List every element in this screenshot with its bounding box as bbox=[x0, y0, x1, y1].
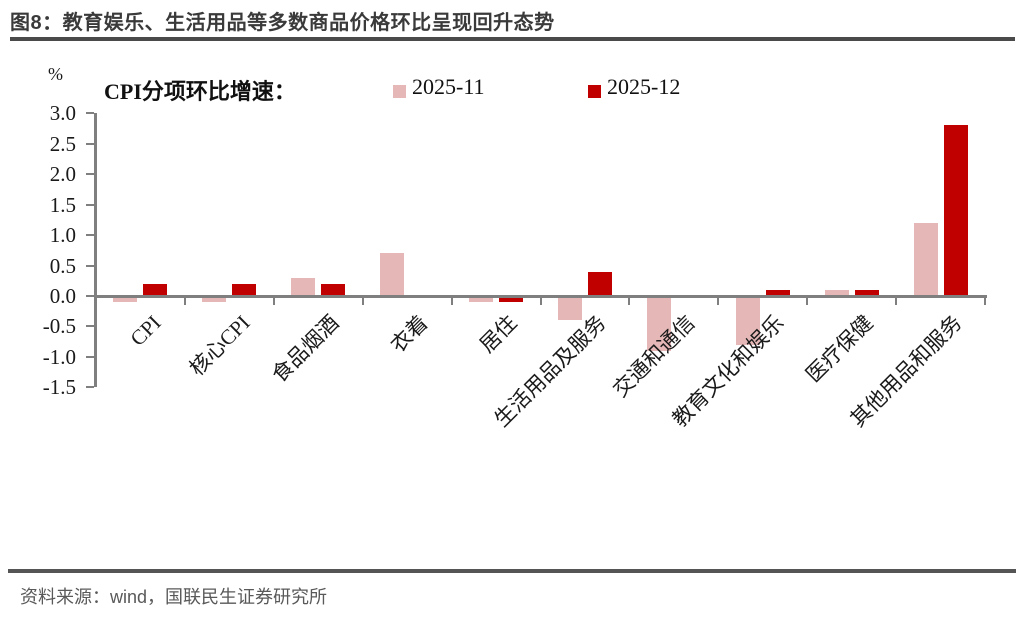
y-axis-tick bbox=[86, 234, 94, 237]
bar-2025-11-衣着 bbox=[380, 253, 405, 296]
x-axis-tick bbox=[183, 296, 186, 305]
bar-2025-12-教育文化和娱乐 bbox=[765, 289, 790, 296]
y-axis-tick-label: 0.0 bbox=[49, 284, 76, 308]
x-axis-tick bbox=[272, 296, 275, 305]
y-axis-tick bbox=[86, 142, 94, 145]
bar-2025-12-核心CPI bbox=[232, 283, 257, 296]
y-axis-tick-label: 0.5 bbox=[49, 253, 76, 278]
y-axis-tick bbox=[86, 203, 94, 206]
bar-2025-12-CPI bbox=[143, 283, 168, 296]
y-axis-tick-label: 1.5 bbox=[49, 192, 76, 217]
figure-title: 图8：教育娱乐、生活用品等多数商品价格环比呈现回升态势 bbox=[10, 12, 555, 34]
legend-swatch-2025-12 bbox=[588, 85, 601, 98]
y-axis-tick-label: -0.5 bbox=[42, 314, 76, 339]
bar-2025-11-教育文化和娱乐 bbox=[735, 296, 760, 345]
bar-2025-11-医疗保健 bbox=[824, 289, 849, 296]
bar-2025-12-医疗保健 bbox=[854, 289, 879, 296]
source-attribution: 资料来源：wind，国联民生证券研究所 bbox=[20, 587, 328, 607]
x-axis-tick bbox=[628, 296, 631, 305]
x-axis-label: 交通和通信 bbox=[608, 310, 700, 402]
bar-2025-11-其他用品和服务 bbox=[913, 222, 938, 296]
legend-swatch-2025-11 bbox=[393, 85, 406, 98]
y-axis-tick-label: 1.0 bbox=[49, 223, 76, 248]
y-axis-tick bbox=[86, 173, 94, 176]
x-axis-label: 食品烟酒 bbox=[267, 310, 344, 387]
y-axis-tick-label: 2.5 bbox=[49, 131, 76, 156]
y-axis-tick bbox=[86, 325, 94, 328]
y-axis-unit-label: % bbox=[48, 64, 63, 84]
x-axis-tick bbox=[95, 296, 97, 305]
y-axis-tick-label: 3.0 bbox=[49, 101, 76, 126]
x-axis-tick bbox=[361, 296, 364, 305]
y-axis-tick-label: -1.5 bbox=[42, 375, 76, 400]
legend-label-2025-11: 2025-11 bbox=[412, 74, 485, 99]
y-axis-tick bbox=[86, 112, 94, 115]
chart-legend-title: CPI分项环比增速： bbox=[104, 79, 296, 104]
y-axis-tick bbox=[86, 355, 94, 358]
y-axis-tick bbox=[86, 264, 94, 267]
x-axis-tick bbox=[717, 296, 720, 305]
y-axis-tick bbox=[86, 386, 94, 389]
bar-2025-12-食品烟酒 bbox=[321, 283, 346, 296]
x-axis-tick bbox=[450, 296, 453, 305]
bar-2025-11-CPI bbox=[113, 296, 138, 303]
bar-2025-11-食品烟酒 bbox=[291, 277, 316, 296]
x-axis-tick bbox=[806, 296, 809, 305]
y-axis-tick bbox=[86, 295, 94, 297]
x-axis-tick bbox=[539, 296, 542, 305]
x-axis-label: 生活用品及服务 bbox=[489, 310, 611, 432]
bar-2025-11-生活用品及服务 bbox=[557, 296, 582, 321]
x-axis-label: 核心CPI bbox=[185, 310, 255, 381]
bar-2025-12-生活用品及服务 bbox=[587, 271, 612, 296]
bar-2025-11-居住 bbox=[469, 296, 494, 303]
legend-label-2025-12: 2025-12 bbox=[607, 74, 681, 99]
x-axis-tick bbox=[895, 296, 898, 305]
x-axis-tick bbox=[984, 296, 986, 305]
bar-2025-12-居住 bbox=[499, 296, 524, 303]
y-axis-line bbox=[94, 113, 97, 388]
bar-2025-11-核心CPI bbox=[202, 296, 227, 303]
y-axis-tick-label: -1.0 bbox=[42, 344, 76, 369]
x-axis-label: 衣着 bbox=[386, 310, 433, 358]
bar-2025-12-其他用品和服务 bbox=[943, 125, 968, 296]
x-axis-label: 其他用品和服务 bbox=[845, 310, 967, 432]
title-underline bbox=[10, 37, 1015, 41]
x-axis-label: 居住 bbox=[474, 310, 522, 358]
y-axis-tick-label: 2.0 bbox=[49, 162, 76, 187]
bar-2025-11-交通和通信 bbox=[646, 296, 671, 351]
footer-divider bbox=[8, 569, 1016, 573]
